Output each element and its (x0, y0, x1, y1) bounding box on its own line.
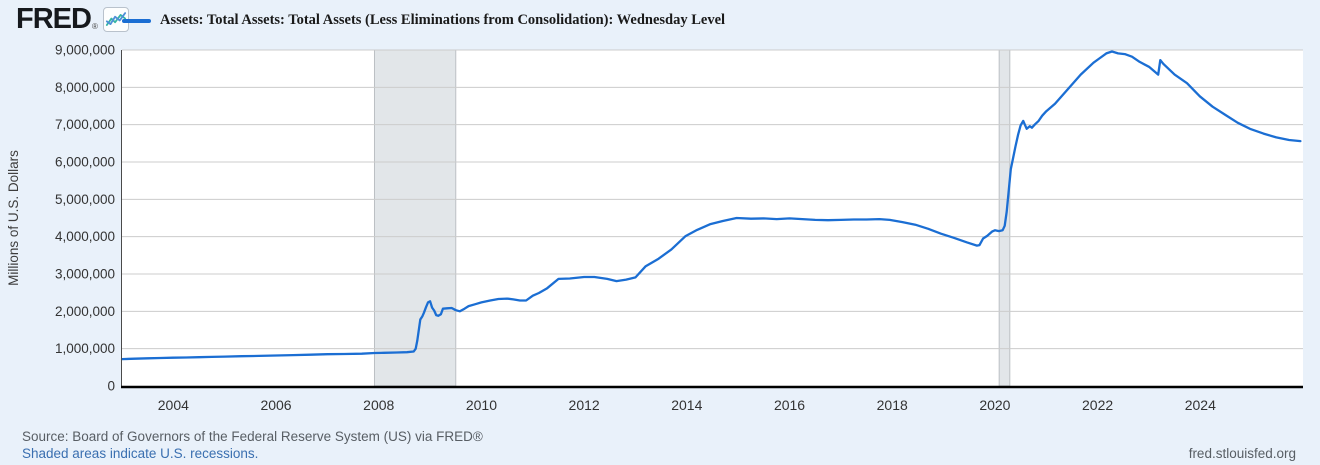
y-tick-label: 7,000,000 (55, 117, 115, 132)
series-legend-line (122, 18, 151, 23)
y-tick-label: 5,000,000 (55, 192, 115, 207)
x-tick-label: 2010 (466, 397, 497, 413)
y-tick-label: 8,000,000 (55, 80, 115, 95)
source-text: Source: Board of Governors of the Federa… (22, 429, 483, 444)
series-title: Assets: Total Assets: Total Assets (Less… (160, 12, 726, 28)
x-tick-label: 2004 (158, 397, 189, 413)
x-tick-label: 2020 (979, 397, 1010, 413)
x-tick-label: 2018 (877, 397, 908, 413)
y-tick-label: 0 (107, 379, 115, 394)
y-tick-label: 1,000,000 (55, 341, 115, 356)
series-line[interactable] (120, 50, 1302, 361)
site-url: fred.stlouisfed.org (1188, 446, 1296, 461)
y-axis-title: Millions of U.S. Dollars (6, 150, 21, 286)
x-tick-label: 2006 (260, 397, 291, 413)
recession-note-link[interactable]: Shaded areas indicate U.S. recessions. (22, 446, 259, 461)
x-tick-label: 2008 (363, 397, 394, 413)
chart-legend: Assets: Total Assets: Total Assets (Less… (122, 12, 725, 29)
recession-band (373, 49, 457, 387)
x-tick-label: 2014 (671, 397, 702, 413)
x-tick-label: 2022 (1082, 397, 1113, 413)
plot-area[interactable] (122, 50, 1303, 386)
x-tick-label: 2024 (1185, 397, 1216, 413)
fred-logo-text: FRED (16, 3, 92, 35)
chart-footer: Source: Board of Governors of the Federa… (0, 425, 1320, 465)
registered-trademark-mark: ® (91, 22, 98, 31)
y-tick-label: 4,000,000 (55, 229, 115, 244)
fred-logo[interactable]: FRED ® (16, 3, 129, 35)
y-tick-label: 3,000,000 (55, 267, 115, 282)
y-tick-label: 9,000,000 (55, 43, 115, 58)
y-tick-label: 2,000,000 (55, 304, 115, 319)
recession-band (998, 49, 1011, 387)
x-tick-label: 2012 (569, 397, 600, 413)
y-tick-label: 6,000,000 (55, 155, 115, 170)
chart-header: FRED ® Assets: Total Assets: Total Asset… (0, 0, 1320, 40)
x-tick-label: 2016 (774, 397, 805, 413)
